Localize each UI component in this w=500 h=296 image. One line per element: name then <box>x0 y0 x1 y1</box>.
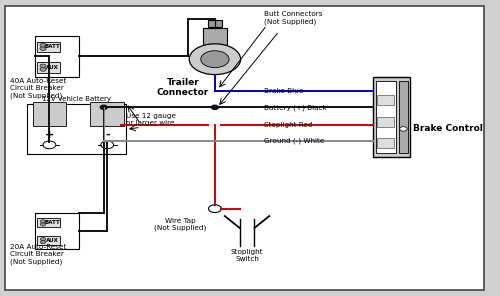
Text: 20A Auto-Reset
Circuit Breaker
(Not Supplied): 20A Auto-Reset Circuit Breaker (Not Supp… <box>10 244 66 265</box>
Circle shape <box>40 220 46 223</box>
Circle shape <box>400 127 407 131</box>
Text: Use 12 gauge
or larger wire: Use 12 gauge or larger wire <box>126 113 176 126</box>
Text: Butt Connectors
(Not Supplied): Butt Connectors (Not Supplied) <box>264 11 323 25</box>
Text: 40A Auto-Reset
Circuit Breaker
(Not Supplied): 40A Auto-Reset Circuit Breaker (Not Supp… <box>10 78 66 99</box>
Text: +: + <box>45 130 54 140</box>
Text: Battery (+) Black: Battery (+) Black <box>264 104 327 111</box>
Text: Wire Tap
(Not Supplied): Wire Tap (Not Supplied) <box>154 218 206 231</box>
Text: BATT: BATT <box>44 221 60 225</box>
Bar <box>202 28 228 45</box>
Text: Stoplight Red: Stoplight Red <box>264 122 313 128</box>
Bar <box>378 117 394 127</box>
FancyBboxPatch shape <box>376 81 396 153</box>
Circle shape <box>40 47 46 51</box>
Circle shape <box>101 141 114 149</box>
Text: BATT: BATT <box>44 44 60 49</box>
FancyBboxPatch shape <box>373 77 410 157</box>
Text: Ground (-) White: Ground (-) White <box>264 138 324 144</box>
Text: Trailer
Connector: Trailer Connector <box>156 78 209 97</box>
Bar <box>208 20 222 27</box>
Bar <box>38 62 60 73</box>
Circle shape <box>43 141 56 149</box>
Circle shape <box>40 223 46 226</box>
Circle shape <box>40 43 46 47</box>
Bar <box>38 218 60 227</box>
Circle shape <box>40 67 46 71</box>
Bar <box>90 102 124 126</box>
Text: AUX: AUX <box>46 65 58 70</box>
Circle shape <box>212 105 218 110</box>
Circle shape <box>189 44 240 75</box>
Bar <box>38 236 60 245</box>
Circle shape <box>40 241 46 244</box>
Circle shape <box>100 105 107 110</box>
Text: Stoplight
Switch: Stoplight Switch <box>231 249 264 262</box>
FancyBboxPatch shape <box>399 81 408 153</box>
Bar <box>378 94 394 105</box>
Circle shape <box>40 237 46 241</box>
Bar <box>32 102 66 126</box>
Text: Brake Control: Brake Control <box>412 124 482 133</box>
FancyBboxPatch shape <box>34 36 79 77</box>
Text: -: - <box>105 130 110 140</box>
Bar <box>38 42 60 52</box>
FancyBboxPatch shape <box>34 213 79 249</box>
FancyBboxPatch shape <box>5 6 484 290</box>
Text: AUX: AUX <box>46 238 58 243</box>
Circle shape <box>201 51 229 68</box>
FancyBboxPatch shape <box>27 104 126 154</box>
Text: 12V Vehicle Battery: 12V Vehicle Battery <box>42 96 111 102</box>
Text: Brake Blue: Brake Blue <box>264 88 304 94</box>
Circle shape <box>40 64 46 68</box>
Circle shape <box>208 205 222 213</box>
Bar <box>378 138 394 148</box>
